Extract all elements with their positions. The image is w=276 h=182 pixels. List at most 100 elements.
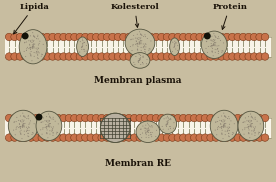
Circle shape xyxy=(149,130,150,131)
Circle shape xyxy=(139,60,140,61)
Circle shape xyxy=(248,128,249,129)
Circle shape xyxy=(206,41,207,42)
Circle shape xyxy=(81,47,82,48)
Circle shape xyxy=(208,37,209,38)
Text: Membran plasma: Membran plasma xyxy=(94,76,182,85)
Circle shape xyxy=(49,114,56,122)
Circle shape xyxy=(23,121,24,122)
Circle shape xyxy=(136,33,144,41)
Circle shape xyxy=(20,128,21,129)
Circle shape xyxy=(218,126,219,127)
Circle shape xyxy=(92,114,100,122)
Circle shape xyxy=(26,127,27,128)
Circle shape xyxy=(38,134,46,141)
Circle shape xyxy=(82,33,89,41)
Circle shape xyxy=(57,132,58,133)
Circle shape xyxy=(207,53,214,60)
Circle shape xyxy=(46,126,47,127)
Circle shape xyxy=(145,130,146,131)
Circle shape xyxy=(65,33,73,41)
Circle shape xyxy=(19,124,20,125)
Circle shape xyxy=(218,51,219,52)
Circle shape xyxy=(50,117,51,118)
Circle shape xyxy=(49,123,50,124)
Circle shape xyxy=(37,36,38,37)
Circle shape xyxy=(210,46,211,47)
Circle shape xyxy=(148,137,149,138)
Circle shape xyxy=(22,124,23,125)
Circle shape xyxy=(163,129,164,130)
Circle shape xyxy=(76,114,84,122)
Circle shape xyxy=(215,42,216,43)
Circle shape xyxy=(38,33,46,41)
Circle shape xyxy=(120,134,127,141)
Circle shape xyxy=(175,49,176,50)
Circle shape xyxy=(213,44,214,45)
Circle shape xyxy=(84,51,85,52)
Circle shape xyxy=(20,126,21,127)
Circle shape xyxy=(214,35,215,36)
Circle shape xyxy=(27,114,35,122)
Circle shape xyxy=(31,42,33,43)
Circle shape xyxy=(60,134,67,141)
Circle shape xyxy=(140,33,141,34)
Circle shape xyxy=(174,46,175,47)
Circle shape xyxy=(139,58,140,59)
Circle shape xyxy=(36,114,43,120)
Circle shape xyxy=(213,41,214,42)
Circle shape xyxy=(229,118,230,119)
Circle shape xyxy=(163,114,171,122)
Circle shape xyxy=(152,33,160,41)
Circle shape xyxy=(82,114,89,122)
Circle shape xyxy=(147,131,148,132)
Circle shape xyxy=(65,134,73,141)
Circle shape xyxy=(227,130,229,131)
Circle shape xyxy=(141,137,142,138)
Circle shape xyxy=(215,49,216,50)
Circle shape xyxy=(32,132,33,133)
Circle shape xyxy=(142,114,149,122)
Circle shape xyxy=(134,64,135,65)
Circle shape xyxy=(71,53,78,60)
Circle shape xyxy=(11,53,18,60)
Circle shape xyxy=(24,134,25,135)
Circle shape xyxy=(23,124,24,125)
Circle shape xyxy=(139,60,140,61)
Circle shape xyxy=(28,118,29,119)
Circle shape xyxy=(29,45,30,46)
Circle shape xyxy=(79,52,80,53)
Circle shape xyxy=(221,126,222,127)
Circle shape xyxy=(156,130,157,131)
Circle shape xyxy=(218,53,225,60)
Circle shape xyxy=(16,114,24,122)
Circle shape xyxy=(176,42,177,43)
Circle shape xyxy=(20,120,21,121)
Circle shape xyxy=(15,129,17,130)
Circle shape xyxy=(261,114,269,122)
Circle shape xyxy=(145,128,146,129)
Circle shape xyxy=(218,114,225,122)
Circle shape xyxy=(175,42,176,43)
Circle shape xyxy=(158,53,165,60)
Circle shape xyxy=(213,55,214,56)
Circle shape xyxy=(65,53,73,60)
Circle shape xyxy=(169,119,170,120)
Circle shape xyxy=(218,36,219,37)
Circle shape xyxy=(125,33,133,41)
Circle shape xyxy=(50,123,51,124)
Circle shape xyxy=(53,117,54,118)
Circle shape xyxy=(221,126,222,128)
Circle shape xyxy=(32,40,33,41)
Circle shape xyxy=(14,121,15,122)
Circle shape xyxy=(173,47,174,48)
Circle shape xyxy=(56,133,57,134)
Circle shape xyxy=(170,128,171,129)
Circle shape xyxy=(211,40,212,41)
Circle shape xyxy=(232,132,233,133)
Circle shape xyxy=(167,122,168,123)
Circle shape xyxy=(141,50,142,51)
Circle shape xyxy=(32,44,33,45)
Circle shape xyxy=(137,49,138,50)
Circle shape xyxy=(257,121,258,122)
Circle shape xyxy=(30,40,31,41)
